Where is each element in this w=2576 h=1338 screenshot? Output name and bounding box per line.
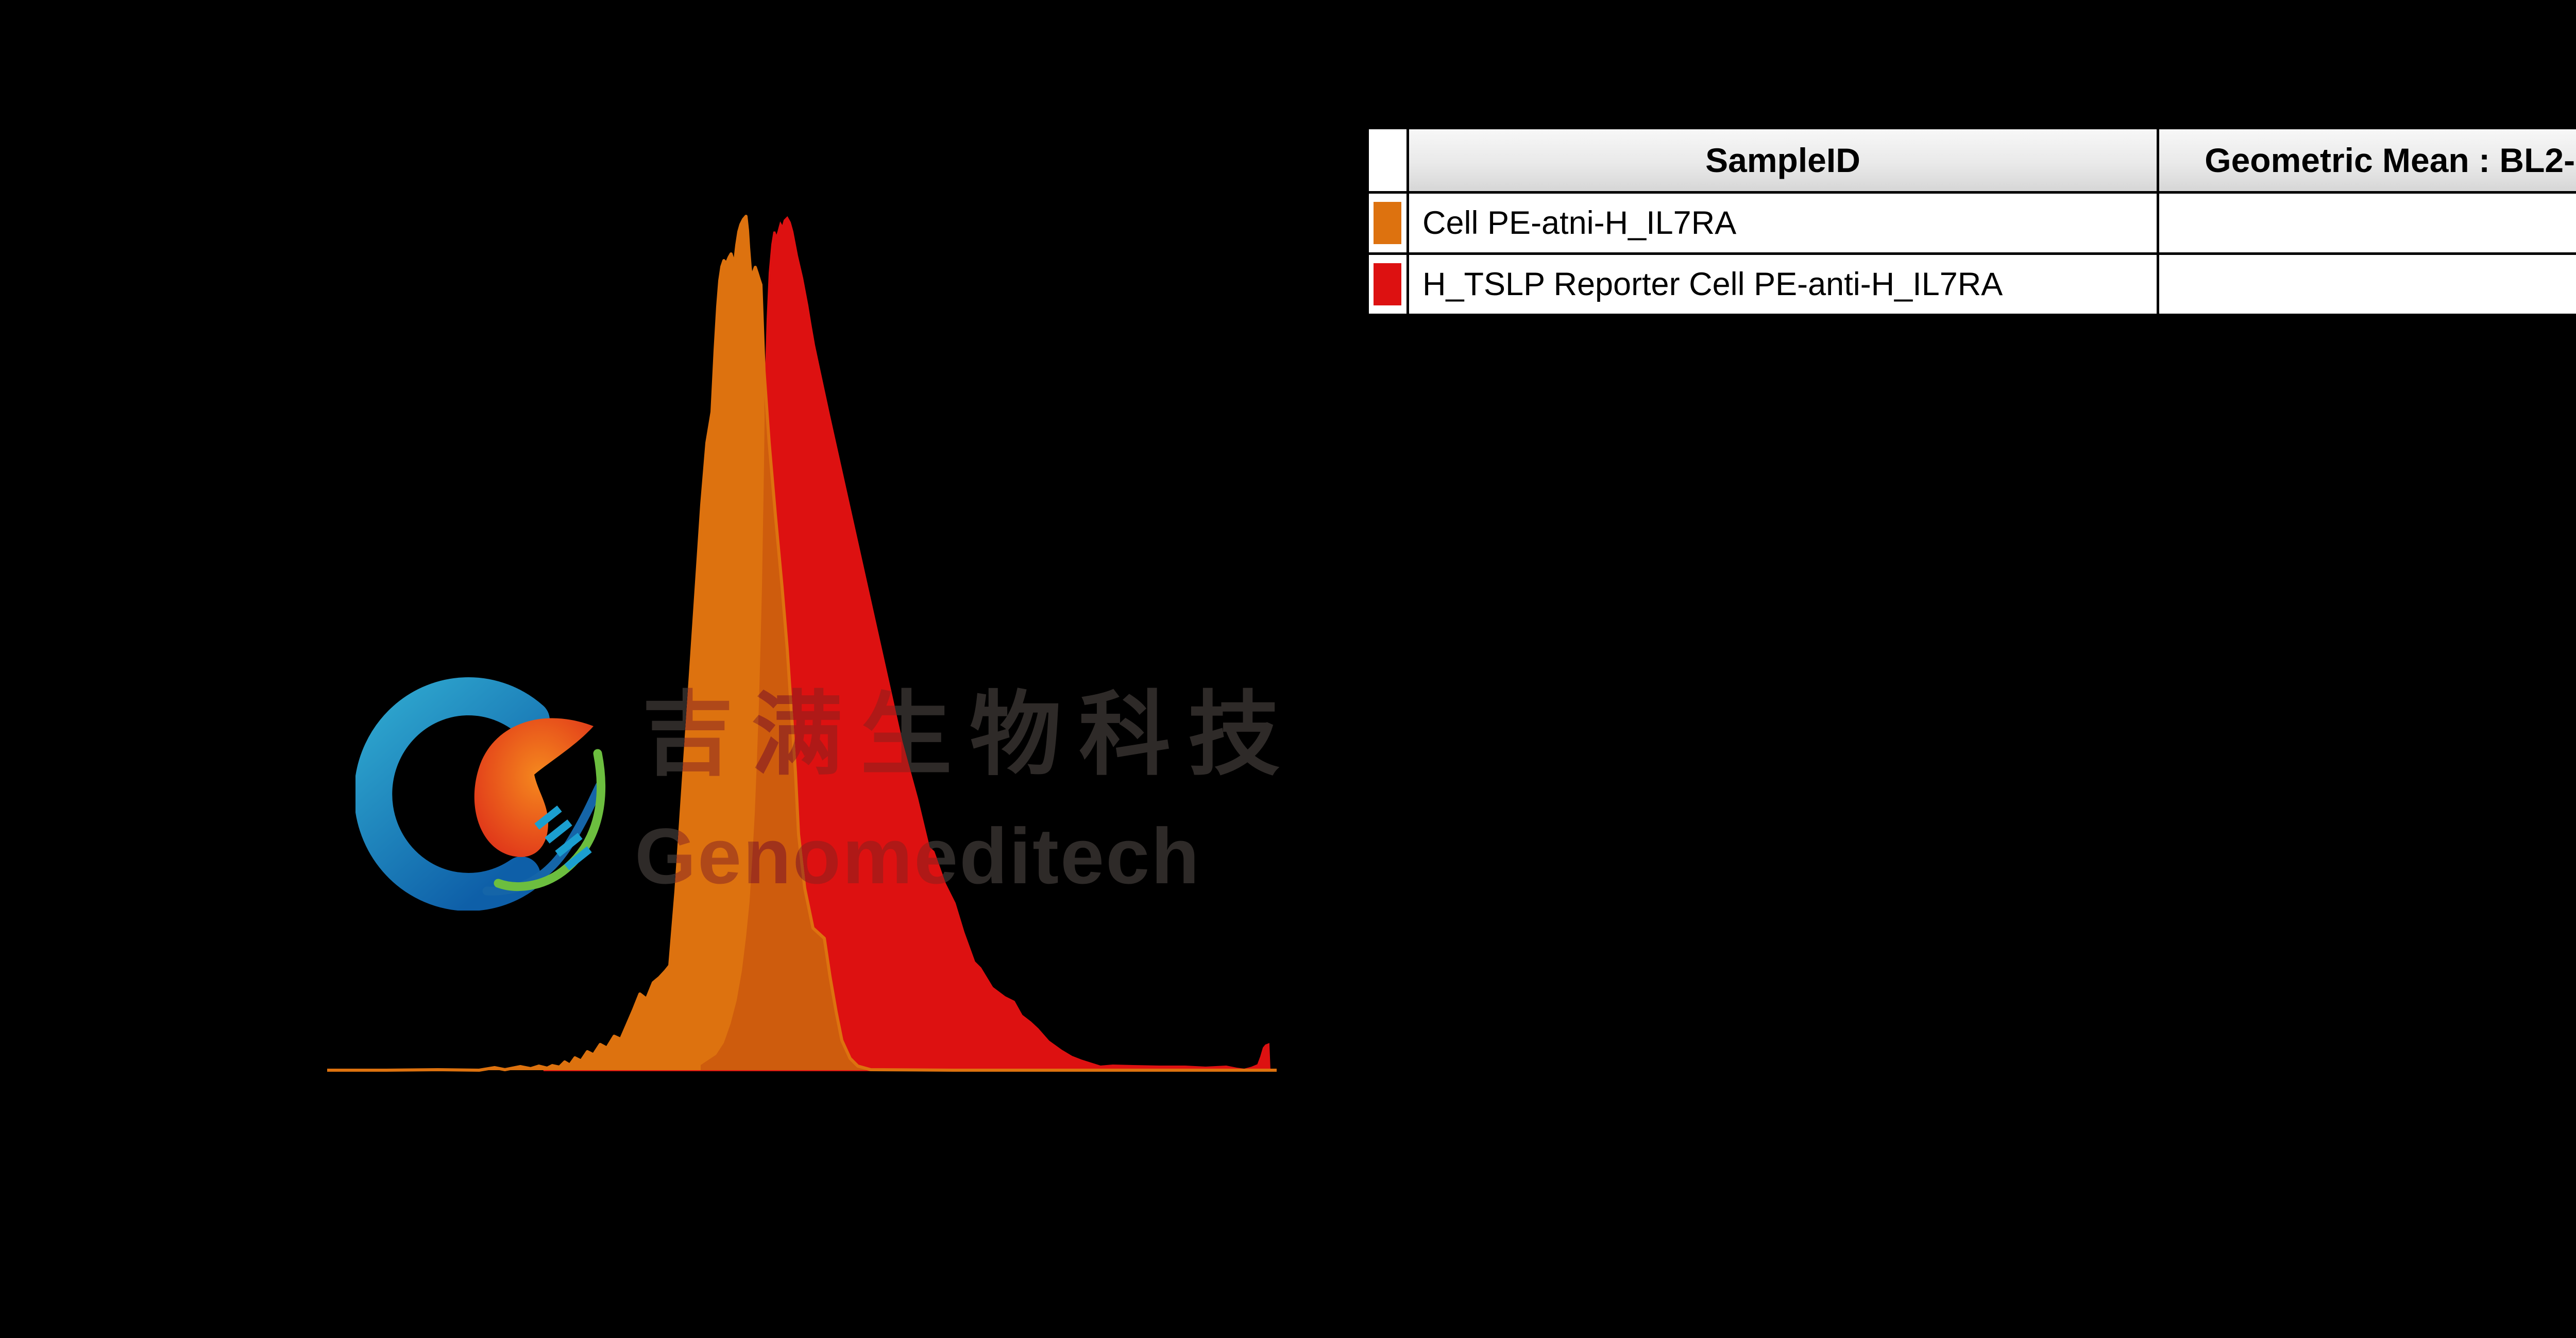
watermark-chinese-text: 吉满生物科技 <box>642 683 1297 786</box>
logo-dna-rungs <box>534 805 592 870</box>
logo-flame-drop <box>474 718 594 857</box>
sample-id-column-header: SampleID <box>1406 127 2159 194</box>
series-color-swatch <box>1374 202 1401 244</box>
series-color-swatch <box>1374 263 1401 305</box>
watermark-latin-text: Genomeditech <box>635 812 1201 900</box>
statistics-table: SampleID Geometric Mean : BL2-H Cell PE-… <box>1366 127 2576 316</box>
swatch-cell <box>1366 252 1409 316</box>
geometric-mean-column-header: Geometric Mean : BL2-H <box>2157 127 2576 194</box>
genomeditech-logo-icon <box>355 677 606 911</box>
swatch-cell <box>1366 191 1409 255</box>
swatch-column-header <box>1366 127 1409 194</box>
table-header-row: SampleID Geometric Mean : BL2-H <box>1366 127 2576 194</box>
logo-blue-swirl <box>355 677 550 911</box>
orange-histogram-outline <box>327 215 1277 1072</box>
overlap-region <box>701 373 871 1070</box>
table-row: Cell PE-atni-H_IL7RA109 <box>1366 191 2576 255</box>
geometric-mean-cell: 183 <box>2157 252 2576 316</box>
sample-id-cell: H_TSLP Reporter Cell PE-anti-H_IL7RA <box>1406 252 2159 316</box>
table-body: Cell PE-atni-H_IL7RA109H_TSLP Reporter C… <box>1366 191 2576 316</box>
red-histogram-area <box>543 216 1271 1071</box>
geometric-mean-cell: 109 <box>2157 191 2576 255</box>
sample-id-cell: Cell PE-atni-H_IL7RA <box>1406 191 2159 255</box>
flow-histogram-plot <box>327 215 1277 1072</box>
table-row: H_TSLP Reporter Cell PE-anti-H_IL7RA183 <box>1366 252 2576 316</box>
